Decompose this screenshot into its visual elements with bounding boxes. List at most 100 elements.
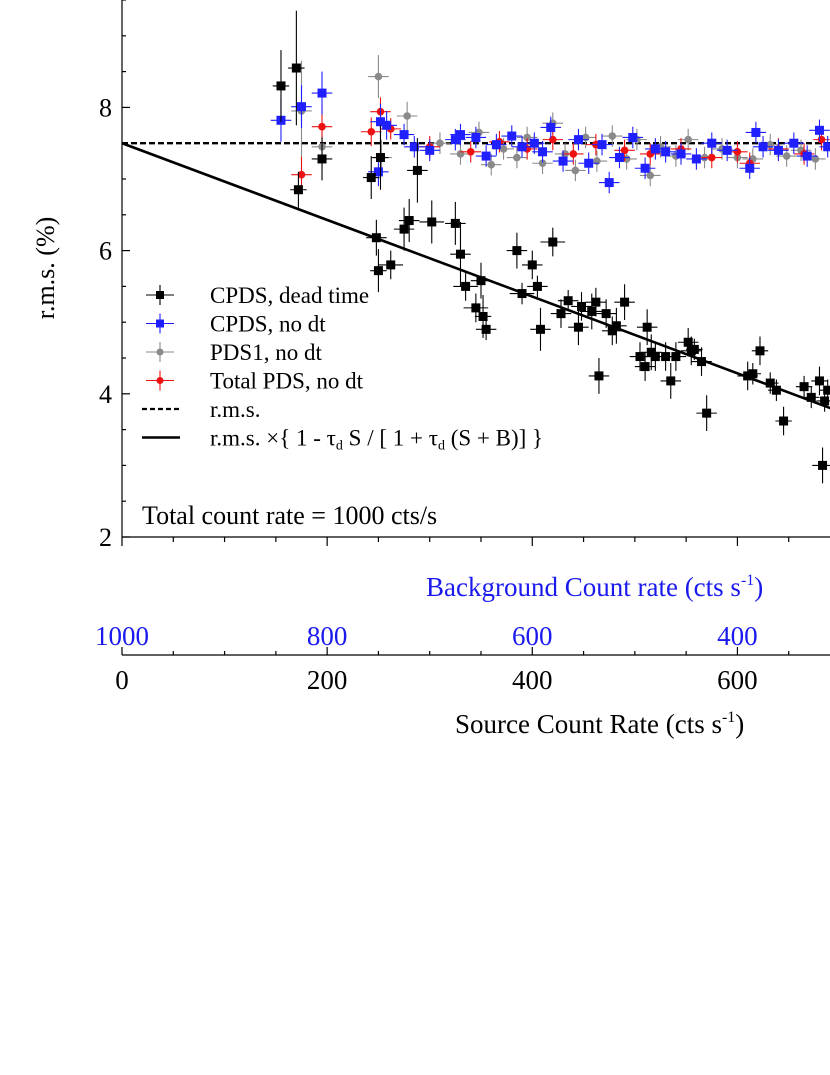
data-point bbox=[686, 148, 707, 170]
data-point bbox=[532, 141, 553, 163]
point-marker bbox=[375, 117, 385, 127]
point-marker bbox=[594, 371, 604, 381]
legend-label: Total PDS, no dt bbox=[210, 369, 364, 394]
point-marker bbox=[733, 147, 742, 156]
data-point bbox=[524, 132, 545, 154]
point-marker bbox=[455, 130, 465, 140]
data-point bbox=[393, 123, 415, 146]
point-marker bbox=[622, 155, 631, 163]
data-point bbox=[768, 139, 789, 162]
data-point bbox=[809, 119, 830, 142]
point-marker bbox=[517, 289, 527, 299]
point-marker bbox=[802, 151, 812, 161]
data-point bbox=[463, 293, 489, 323]
data-point bbox=[686, 338, 703, 361]
data-point bbox=[378, 250, 404, 280]
data-point bbox=[511, 136, 533, 158]
legend-label: CPDS, dead time bbox=[210, 283, 369, 308]
point-marker bbox=[751, 127, 761, 137]
data-point bbox=[419, 200, 445, 244]
data-point bbox=[530, 307, 551, 351]
point-marker bbox=[399, 224, 409, 234]
point-marker bbox=[628, 132, 638, 142]
point-marker bbox=[571, 166, 580, 175]
point-marker bbox=[607, 326, 617, 336]
data-point bbox=[445, 201, 466, 245]
point-marker bbox=[661, 147, 671, 157]
point-marker bbox=[471, 132, 481, 142]
data-point bbox=[665, 342, 687, 371]
y-tick-label: 8 bbox=[99, 93, 112, 122]
point-marker bbox=[481, 151, 491, 161]
data-point bbox=[470, 262, 492, 299]
data-point bbox=[311, 71, 333, 115]
data-point bbox=[527, 275, 548, 298]
x-tick-label: 600 bbox=[717, 665, 758, 695]
point-marker bbox=[529, 138, 539, 148]
legend-marker bbox=[156, 377, 164, 384]
x-axis-label: Source Count Rate (cts s-1) bbox=[455, 709, 744, 739]
point-marker bbox=[375, 153, 385, 163]
point-marker bbox=[487, 160, 496, 169]
point-marker bbox=[820, 396, 830, 406]
legend-marker bbox=[156, 348, 164, 356]
point-marker bbox=[782, 152, 791, 160]
legend-item: CPDS, no dt bbox=[146, 312, 326, 337]
point-marker bbox=[436, 139, 444, 147]
point-marker bbox=[814, 376, 824, 386]
data-point bbox=[393, 207, 415, 251]
data-point bbox=[363, 156, 380, 200]
legend-marker bbox=[156, 319, 164, 328]
data-point bbox=[691, 347, 712, 376]
data-point bbox=[568, 128, 589, 151]
point-marker bbox=[823, 385, 830, 395]
point-marker bbox=[538, 147, 548, 157]
data-point bbox=[366, 219, 387, 256]
data-point bbox=[595, 299, 617, 328]
point-marker bbox=[512, 246, 522, 256]
data-point bbox=[376, 110, 397, 140]
point-marker bbox=[620, 146, 629, 155]
point-marker bbox=[548, 135, 557, 144]
point-marker bbox=[789, 138, 799, 148]
data-point bbox=[565, 159, 586, 182]
data-point bbox=[552, 150, 574, 172]
data-point bbox=[598, 171, 620, 194]
point-marker bbox=[758, 142, 768, 152]
data-point bbox=[368, 55, 389, 99]
point-marker bbox=[604, 178, 614, 188]
point-marker bbox=[697, 357, 707, 367]
point-marker bbox=[297, 170, 306, 179]
point-marker bbox=[293, 185, 303, 195]
point-marker bbox=[386, 260, 396, 270]
data-point bbox=[819, 379, 830, 401]
data-point bbox=[739, 157, 760, 179]
point-marker bbox=[684, 135, 692, 144]
legend-label: r.m.s. bbox=[210, 397, 260, 422]
point-marker bbox=[608, 132, 617, 140]
data-point bbox=[744, 363, 762, 385]
point-marker bbox=[538, 159, 547, 168]
point-marker bbox=[507, 131, 517, 141]
data-point bbox=[475, 318, 497, 341]
point-marker bbox=[755, 346, 765, 356]
point-marker bbox=[642, 322, 652, 332]
data-point bbox=[370, 249, 387, 293]
point-marker bbox=[478, 311, 488, 321]
point-marker bbox=[373, 167, 383, 177]
data-point bbox=[557, 289, 579, 312]
point-marker bbox=[702, 408, 712, 418]
plot-area bbox=[121, 10, 830, 484]
data-point bbox=[404, 136, 425, 158]
point-marker bbox=[748, 369, 758, 379]
series-cpds-nodt bbox=[270, 71, 830, 194]
data-point bbox=[288, 10, 305, 126]
data-point bbox=[453, 272, 478, 301]
point-marker bbox=[814, 125, 824, 135]
data-point bbox=[311, 137, 333, 181]
data-point bbox=[396, 101, 418, 131]
data-point bbox=[486, 133, 507, 156]
point-marker bbox=[366, 173, 376, 183]
point-marker bbox=[722, 145, 732, 155]
point-marker bbox=[546, 122, 556, 132]
